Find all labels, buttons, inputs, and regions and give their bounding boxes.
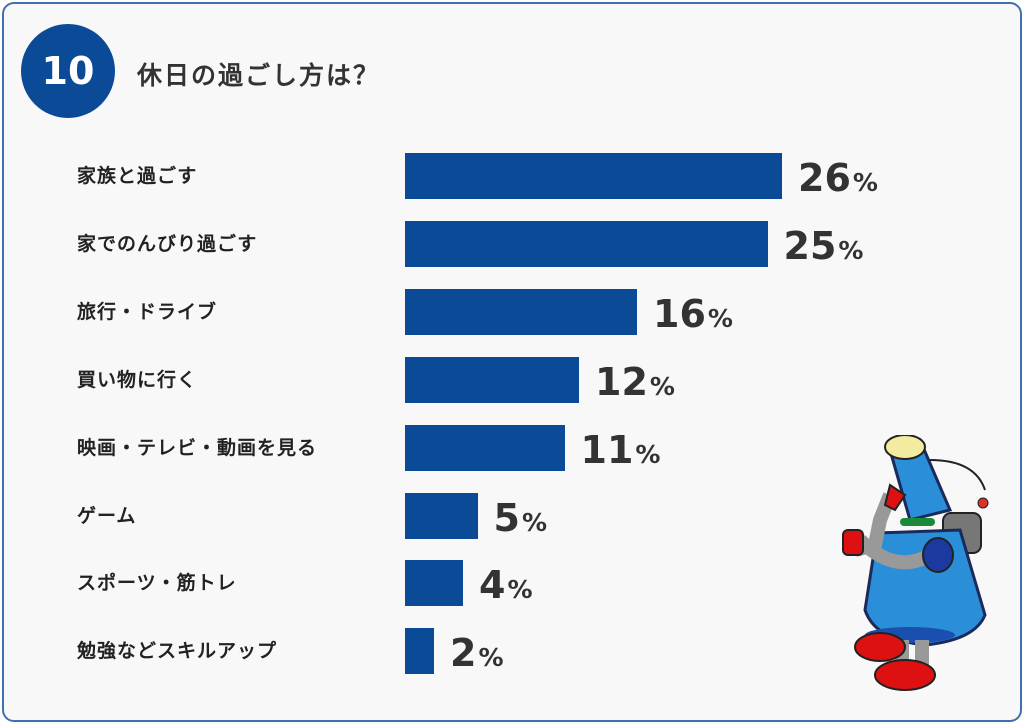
data-label: 25%: [784, 223, 864, 269]
data-label-value: 5: [493, 495, 520, 540]
category-label: 勉強などスキルアップ: [77, 640, 278, 663]
robot-mascot-icon: [842, 435, 989, 691]
category-label: スポーツ・筋トレ: [77, 572, 237, 595]
data-label-unit: %: [521, 507, 548, 537]
data-label-unit: %: [635, 439, 661, 469]
bar: [405, 560, 463, 607]
data-label-value: 11: [580, 427, 634, 472]
data-label-value: 12: [595, 359, 648, 404]
data-label: 2%: [450, 630, 504, 676]
data-label-unit: %: [852, 168, 878, 197]
data-label: 4%: [479, 562, 533, 608]
question-number-badge: 10: [21, 24, 115, 118]
data-label: 26%: [798, 155, 878, 201]
category-label: 家でのんびり過ごす: [77, 232, 258, 255]
bar: [405, 356, 579, 403]
bar: [405, 424, 565, 471]
data-label: 16%: [653, 291, 733, 337]
data-label-unit: %: [707, 303, 733, 333]
category-label: 買い物に行く: [77, 368, 198, 391]
bar: [405, 220, 768, 267]
chart-title: 休日の過ごし方は？: [137, 61, 381, 90]
data-label-unit: %: [507, 575, 533, 605]
bar: [405, 628, 434, 675]
data-label-value: 2: [450, 631, 477, 676]
data-label: 12%: [595, 359, 675, 405]
data-label-value: 25: [783, 223, 837, 268]
data-label-unit: %: [838, 235, 864, 265]
bar: [405, 153, 782, 199]
bar: [405, 492, 478, 539]
data-label-value: 4: [479, 563, 506, 608]
category-label: 家族と過ごす: [77, 165, 198, 187]
data-label-value: 16: [653, 291, 706, 336]
data-label-value: 26: [798, 156, 851, 200]
data-label-unit: %: [649, 371, 675, 401]
bar: [405, 288, 637, 335]
data-label: 11%: [581, 427, 661, 473]
data-label-unit: %: [478, 643, 504, 673]
category-label: ゲーム: [77, 504, 137, 527]
category-label: 旅行・ドライブ: [77, 300, 218, 323]
data-label: 5%: [494, 495, 548, 541]
category-label: 映画・テレビ・動画を見る: [77, 436, 318, 459]
